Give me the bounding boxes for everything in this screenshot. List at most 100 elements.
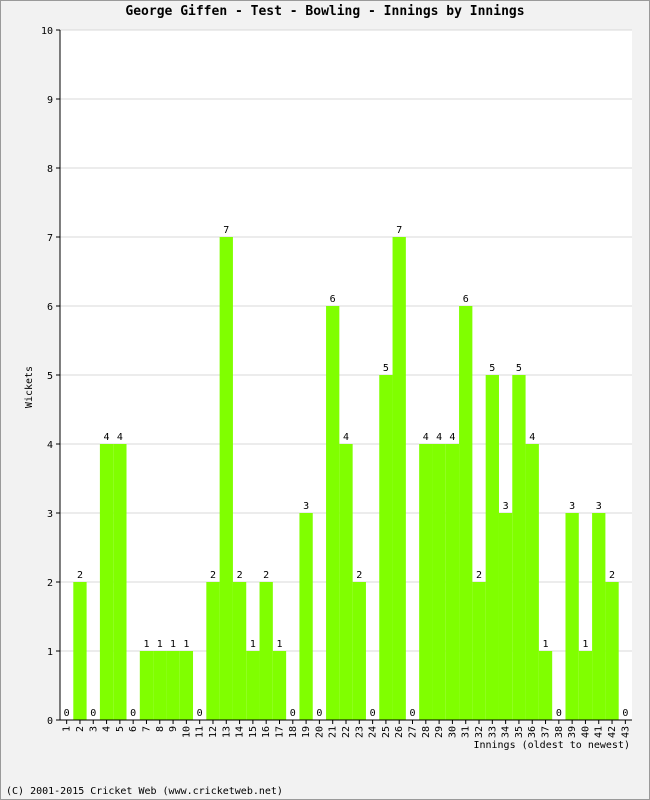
x-tick-label: 35 bbox=[514, 726, 525, 738]
x-tick-label: 39 bbox=[567, 726, 578, 738]
x-tick-label: 24 bbox=[368, 726, 379, 738]
bar bbox=[206, 582, 220, 720]
x-tick-label: 26 bbox=[394, 726, 405, 738]
x-tick-label: 41 bbox=[594, 726, 605, 738]
bar bbox=[352, 582, 366, 720]
data-label: 4 bbox=[529, 432, 535, 443]
data-label: 2 bbox=[609, 570, 615, 581]
bar bbox=[153, 651, 167, 720]
data-label: 3 bbox=[569, 501, 575, 512]
y-tick-label: 7 bbox=[47, 233, 53, 244]
bar bbox=[339, 444, 353, 720]
bar bbox=[219, 237, 233, 720]
x-tick-label: 36 bbox=[527, 726, 538, 738]
bar bbox=[392, 237, 406, 720]
data-label: 0 bbox=[316, 708, 322, 719]
data-label: 7 bbox=[396, 225, 402, 236]
data-label: 2 bbox=[263, 570, 269, 581]
x-tick-label: 8 bbox=[155, 726, 166, 732]
bar bbox=[445, 444, 460, 720]
data-label: 0 bbox=[90, 708, 96, 719]
data-label: 4 bbox=[117, 432, 123, 443]
x-axis-label: Innings (oldest to newest) bbox=[473, 740, 630, 751]
bar bbox=[605, 582, 619, 720]
bar bbox=[179, 651, 194, 720]
data-label: 6 bbox=[463, 294, 469, 305]
x-tick-label: 16 bbox=[261, 726, 272, 738]
data-label: 2 bbox=[476, 570, 482, 581]
bar bbox=[485, 375, 499, 720]
data-label: 4 bbox=[104, 432, 110, 443]
x-tick-label: 6 bbox=[128, 726, 139, 732]
bar bbox=[525, 444, 539, 720]
bar bbox=[592, 513, 606, 720]
data-label: 5 bbox=[516, 363, 522, 374]
data-label: 1 bbox=[157, 639, 163, 650]
x-tick-label: 19 bbox=[301, 726, 312, 738]
x-tick-label: 20 bbox=[314, 726, 325, 738]
data-label: 1 bbox=[543, 639, 549, 650]
x-tick-label: 11 bbox=[195, 726, 206, 738]
bar bbox=[139, 651, 154, 720]
data-label: 0 bbox=[290, 708, 296, 719]
data-label: 7 bbox=[223, 225, 229, 236]
y-tick-label: 10 bbox=[41, 26, 53, 37]
data-label: 2 bbox=[237, 570, 243, 581]
bar bbox=[232, 582, 247, 720]
data-label: 4 bbox=[449, 432, 455, 443]
y-tick-label: 8 bbox=[47, 164, 53, 175]
data-label: 1 bbox=[276, 639, 282, 650]
x-tick-label: 13 bbox=[221, 726, 232, 738]
bar bbox=[459, 306, 473, 720]
x-tick-label: 12 bbox=[208, 726, 219, 738]
bar bbox=[259, 582, 273, 720]
x-tick-label: 2 bbox=[75, 726, 86, 732]
x-tick-label: 33 bbox=[487, 726, 498, 738]
x-tick-label: 37 bbox=[541, 726, 552, 738]
data-label: 3 bbox=[303, 501, 309, 512]
data-label: 1 bbox=[183, 639, 189, 650]
bar bbox=[472, 582, 486, 720]
copyright-footer: (C) 2001-2015 Cricket Web (www.cricketwe… bbox=[6, 786, 283, 797]
x-tick-label: 32 bbox=[474, 726, 485, 738]
bar bbox=[419, 444, 433, 720]
y-tick-label: 6 bbox=[47, 302, 53, 313]
x-tick-label: 9 bbox=[168, 726, 179, 732]
x-tick-label: 42 bbox=[607, 726, 618, 738]
bar bbox=[113, 444, 127, 720]
x-tick-label: 7 bbox=[141, 726, 152, 732]
bar bbox=[73, 582, 87, 720]
x-tick-label: 14 bbox=[235, 726, 246, 738]
x-tick-label: 27 bbox=[408, 726, 419, 738]
bar bbox=[565, 513, 579, 720]
x-tick-label: 3 bbox=[88, 726, 99, 732]
data-label: 0 bbox=[197, 708, 203, 719]
x-tick-label: 34 bbox=[501, 726, 512, 738]
x-tick-label: 17 bbox=[274, 726, 285, 738]
y-tick-label: 1 bbox=[47, 647, 53, 658]
data-label: 0 bbox=[370, 708, 376, 719]
x-tick-label: 4 bbox=[102, 726, 113, 732]
x-tick-label: 23 bbox=[354, 726, 365, 738]
data-label: 2 bbox=[77, 570, 83, 581]
data-label: 1 bbox=[170, 639, 176, 650]
y-tick-label: 5 bbox=[47, 371, 53, 382]
y-tick-label: 9 bbox=[47, 95, 53, 106]
bar bbox=[326, 306, 340, 720]
bar bbox=[538, 651, 553, 720]
bar bbox=[512, 375, 526, 720]
x-tick-label: 10 bbox=[181, 726, 192, 738]
data-label: 0 bbox=[409, 708, 415, 719]
x-tick-label: 31 bbox=[461, 726, 472, 738]
data-label: 2 bbox=[210, 570, 216, 581]
y-tick-label: 3 bbox=[47, 509, 53, 520]
x-tick-label: 21 bbox=[328, 726, 339, 738]
x-tick-label: 5 bbox=[115, 726, 126, 732]
bar bbox=[246, 651, 260, 720]
data-label: 3 bbox=[596, 501, 602, 512]
data-label: 3 bbox=[503, 501, 509, 512]
x-tick-label: 22 bbox=[341, 726, 352, 738]
y-tick-label: 4 bbox=[47, 440, 53, 451]
data-label: 0 bbox=[556, 708, 562, 719]
